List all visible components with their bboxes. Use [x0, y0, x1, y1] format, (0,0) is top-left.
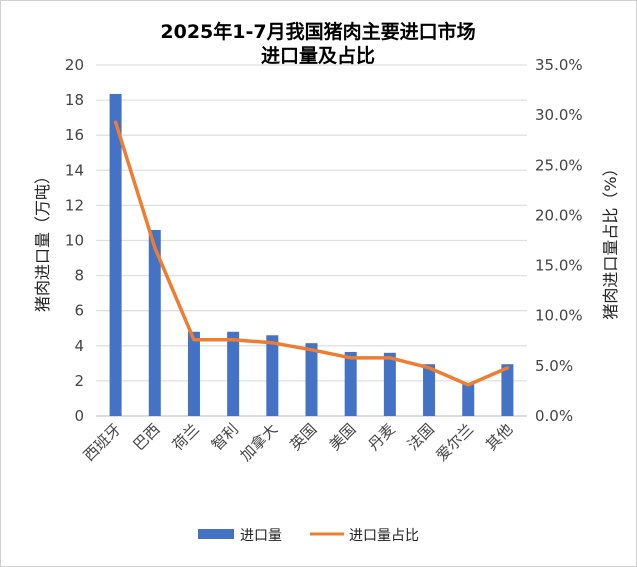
- bar-荷兰: [187, 331, 200, 416]
- x-tick-label: 西班牙: [80, 420, 125, 465]
- bar-加拿大: [266, 335, 279, 416]
- y2-tick-label: 10.0%: [535, 307, 583, 325]
- bar-巴西: [148, 229, 161, 416]
- y-tick-label: 0: [74, 407, 84, 425]
- bar-美国: [344, 351, 357, 416]
- x-tick-label: 其他: [482, 420, 516, 454]
- y2-tick-label: 15.0%: [535, 257, 583, 275]
- y2-tick-label: 30.0%: [535, 106, 583, 124]
- bar-爱尔兰: [462, 383, 475, 416]
- x-tick-label: 荷兰: [169, 420, 203, 454]
- x-tick-label: 爱尔兰: [432, 420, 477, 465]
- bar-英国: [305, 343, 318, 416]
- y-tick-label: 14: [65, 161, 84, 179]
- y-tick-label: 18: [65, 91, 84, 109]
- x-tick-label: 智利: [208, 420, 242, 454]
- bar-丹麦: [383, 352, 396, 416]
- bar-其他: [501, 364, 514, 416]
- y-tick-label: 2: [74, 372, 84, 390]
- bar-法国: [423, 364, 436, 416]
- x-tick-label: 英国: [286, 420, 320, 454]
- x-tick-label: 法国: [404, 420, 438, 454]
- y-tick-label: 12: [65, 196, 84, 214]
- bar-智利: [227, 331, 240, 416]
- y-tick-label: 8: [74, 267, 84, 285]
- y2-tick-label: 25.0%: [535, 156, 583, 174]
- chart-title-line2: 进口量及占比: [261, 44, 375, 67]
- legend-line-label: 进口量占比: [349, 528, 419, 544]
- y-tick-label: 4: [74, 337, 84, 355]
- x-tick-label: 加拿大: [237, 420, 282, 465]
- y2-tick-label: 35.0%: [535, 56, 583, 74]
- chart-title-line1: 2025年1-7月我国猪肉主要进口市场: [160, 20, 475, 43]
- x-tick-label: 丹麦: [365, 420, 399, 454]
- y2-tick-label: 0.0%: [535, 407, 573, 425]
- y-tick-label: 10: [65, 232, 84, 250]
- legend-bar-label: 进口量: [240, 528, 282, 544]
- y2-tick-label: 20.0%: [535, 206, 583, 224]
- y-tick-label: 20: [65, 56, 84, 74]
- y2-tick-label: 5.0%: [535, 357, 573, 375]
- y-tick-label: 16: [65, 126, 84, 144]
- x-tick-label: 美国: [326, 420, 360, 454]
- y-axis-label: 猪肉进口量（万吨）: [33, 168, 52, 312]
- x-tick-label: 巴西: [130, 420, 164, 454]
- y-tick-label: 6: [74, 302, 84, 320]
- bar-西班牙: [109, 93, 122, 417]
- legend-bar-swatch: [198, 529, 234, 539]
- y2-axis-label: 猪肉进口量占比（%）: [601, 160, 620, 319]
